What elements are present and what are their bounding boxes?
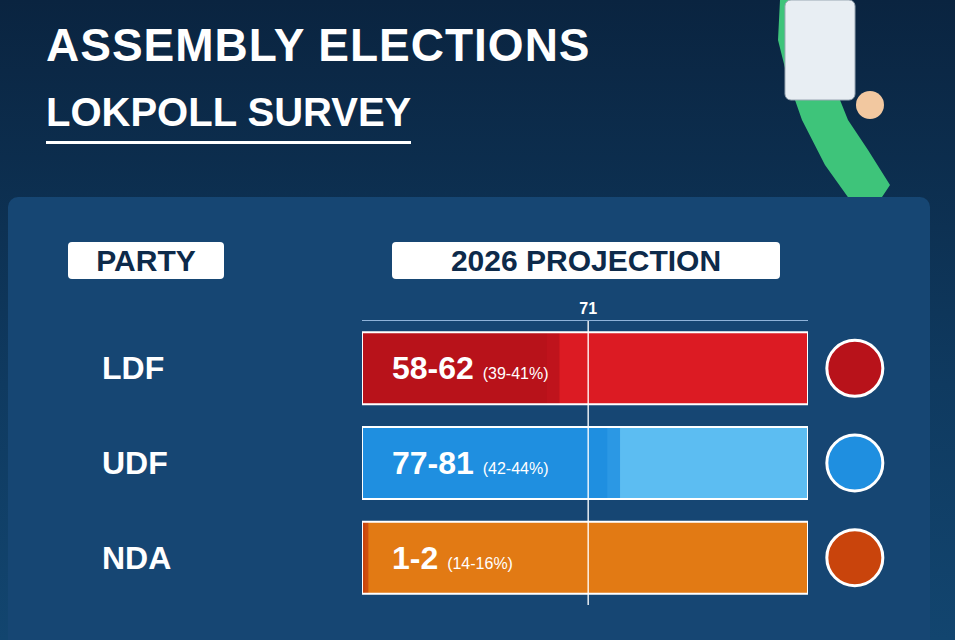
svg-text:77-81 (42-44%): 77-81 (42-44%) [392,445,549,481]
html-text:ASSEMBLY ELECTIONS: ASSEMBLY ELECTIONS [46,19,591,71]
svg-text:1-2 (14-16%): 1-2 (14-16%) [392,540,513,576]
svg-text:UDF: UDF [102,445,168,481]
svg-text:NDA: NDA [102,540,171,576]
svg-text:58-62 (39-41%): 58-62 (39-41%) [392,350,549,386]
html-text:LOKPOLL SURVEY: LOKPOLL SURVEY [46,90,412,134]
html-text:2026 PROJECTION: 2026 PROJECTION [450,244,721,277]
svg-text:LDF: LDF [102,350,164,386]
html-text:PARTY: PARTY [96,244,196,277]
svg-text:71: 71 [579,300,597,317]
